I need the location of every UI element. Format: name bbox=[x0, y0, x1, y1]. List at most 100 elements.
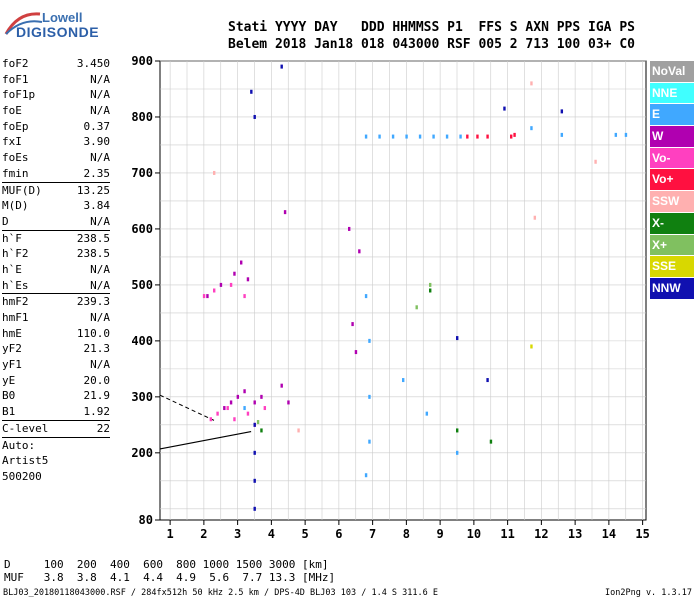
legend-item: X+ bbox=[650, 234, 694, 256]
param-row: yF2 21.3 bbox=[2, 341, 110, 357]
data-point bbox=[280, 383, 283, 388]
data-point bbox=[445, 134, 449, 139]
data-point bbox=[287, 400, 290, 405]
param-row: hmE 110.0 bbox=[2, 326, 110, 342]
data-point bbox=[213, 170, 216, 175]
data-point bbox=[391, 134, 395, 139]
trace-line bbox=[159, 430, 252, 450]
data-point bbox=[280, 64, 283, 69]
param-key: h`F bbox=[2, 231, 22, 245]
param-value: N/A bbox=[90, 104, 110, 118]
param-separator bbox=[2, 293, 110, 295]
param-key: h`E bbox=[2, 262, 22, 276]
param-row: B1 1.92 bbox=[2, 404, 110, 420]
data-point bbox=[418, 134, 422, 139]
data-point bbox=[256, 420, 260, 425]
data-point bbox=[594, 159, 597, 164]
legend-item: NoVal bbox=[650, 61, 694, 82]
param-row: foF2 3.450 bbox=[2, 56, 110, 72]
logo-swoosh-icon bbox=[4, 12, 43, 35]
data-point bbox=[530, 344, 533, 349]
y-tick-label: 700 bbox=[131, 166, 153, 180]
profile-dashed-line bbox=[159, 394, 215, 421]
data-point bbox=[236, 394, 240, 399]
param-key: foE bbox=[2, 104, 22, 118]
param-row: hmF1 N/A bbox=[2, 310, 110, 326]
data-point bbox=[560, 109, 564, 114]
data-point bbox=[209, 417, 213, 422]
data-point bbox=[229, 400, 233, 405]
param-value: N/A bbox=[90, 358, 110, 372]
header-labels: Stati YYYY DAY DDD HHMMSS P1 FFS S AXN P… bbox=[228, 20, 635, 35]
data-point bbox=[560, 132, 564, 137]
legend-item: NNE bbox=[650, 82, 694, 104]
legend-item: W bbox=[650, 126, 694, 147]
data-point bbox=[233, 417, 236, 422]
y-tick-label: 400 bbox=[131, 334, 153, 348]
data-point bbox=[253, 506, 256, 511]
data-point bbox=[624, 132, 628, 137]
data-point bbox=[432, 134, 435, 139]
param-value: 3.450 bbox=[76, 57, 110, 70]
param-key: foF1p bbox=[2, 88, 36, 102]
param-value: 2.35 bbox=[83, 166, 111, 180]
x-tick-label: 5 bbox=[302, 527, 309, 541]
data-point bbox=[297, 428, 300, 433]
param-value: 3.84 bbox=[83, 199, 111, 213]
param-row: h`Es N/A bbox=[2, 278, 110, 294]
data-point bbox=[510, 134, 513, 139]
param-row: h`E N/A bbox=[2, 262, 110, 278]
data-point bbox=[486, 134, 489, 139]
x-tick-label: 15 bbox=[635, 527, 649, 541]
param-value: 21.3 bbox=[83, 342, 111, 356]
param-key: hmE bbox=[2, 326, 22, 340]
legend-item: E bbox=[650, 104, 694, 126]
param-key: fxI bbox=[2, 135, 22, 149]
data-point bbox=[250, 89, 253, 94]
data-point bbox=[243, 406, 246, 411]
param-row: C-level 22 bbox=[2, 421, 110, 437]
data-point bbox=[368, 394, 371, 399]
muf-row: MUF 3.8 3.8 4.1 4.4 4.9 5.6 7.7 13.3 [MH… bbox=[4, 571, 336, 584]
data-point bbox=[229, 282, 233, 287]
data-point bbox=[246, 277, 250, 282]
param-separator bbox=[2, 181, 110, 183]
data-point bbox=[415, 305, 418, 310]
param-key: hmF1 bbox=[2, 311, 29, 324]
data-point bbox=[456, 428, 459, 433]
x-tick-label: 2 bbox=[200, 527, 207, 541]
polarization-legend: NoVal NNE E W Vo- Vo+ SSW X- X+ SSE NNW bbox=[650, 61, 694, 300]
data-point bbox=[489, 439, 493, 444]
data-point bbox=[351, 322, 354, 327]
footer-version: Ion2Png v. 1.3.17 bbox=[605, 588, 692, 598]
param-value: 3.90 bbox=[83, 135, 111, 149]
footer-file-info: BLJ03_20180118043000.RSF / 284fx512h 50 … bbox=[3, 588, 438, 598]
param-value: N/A bbox=[90, 311, 110, 324]
param-value: N/A bbox=[90, 278, 110, 292]
scaled-parameters-panel: foF2 3.450 foF1 N/A foF1p N/A foE N/A foEp 0.37 fx… bbox=[2, 56, 110, 485]
y-tick-label: 300 bbox=[131, 390, 153, 404]
data-point bbox=[223, 406, 226, 411]
data-point bbox=[243, 294, 246, 299]
logo-brand: Lowell bbox=[42, 10, 83, 25]
param-value: N/A bbox=[90, 72, 110, 86]
data-point bbox=[253, 478, 256, 483]
param-key: foF1 bbox=[2, 72, 29, 86]
param-row: B0 21.9 bbox=[2, 388, 110, 404]
param-key: C-level bbox=[2, 421, 49, 435]
y-tick-label: 80 bbox=[139, 513, 153, 527]
x-tick-label: 14 bbox=[602, 527, 616, 541]
legend-item: SSW bbox=[650, 191, 694, 212]
x-tick-label: 9 bbox=[437, 527, 444, 541]
param-value: 110.0 bbox=[76, 326, 110, 340]
x-tick-label: 6 bbox=[335, 527, 342, 541]
param-row: MUF(D) 13.25 bbox=[2, 183, 110, 199]
param-value: 239.3 bbox=[76, 295, 110, 309]
data-point bbox=[354, 350, 358, 355]
param-value: 22 bbox=[96, 421, 110, 435]
param-row: fxI 3.90 bbox=[2, 134, 110, 150]
data-point bbox=[513, 132, 516, 137]
y-tick-label: 900 bbox=[131, 54, 153, 68]
param-value: 1.92 bbox=[83, 405, 111, 419]
param-row: foF1 N/A bbox=[2, 72, 110, 88]
